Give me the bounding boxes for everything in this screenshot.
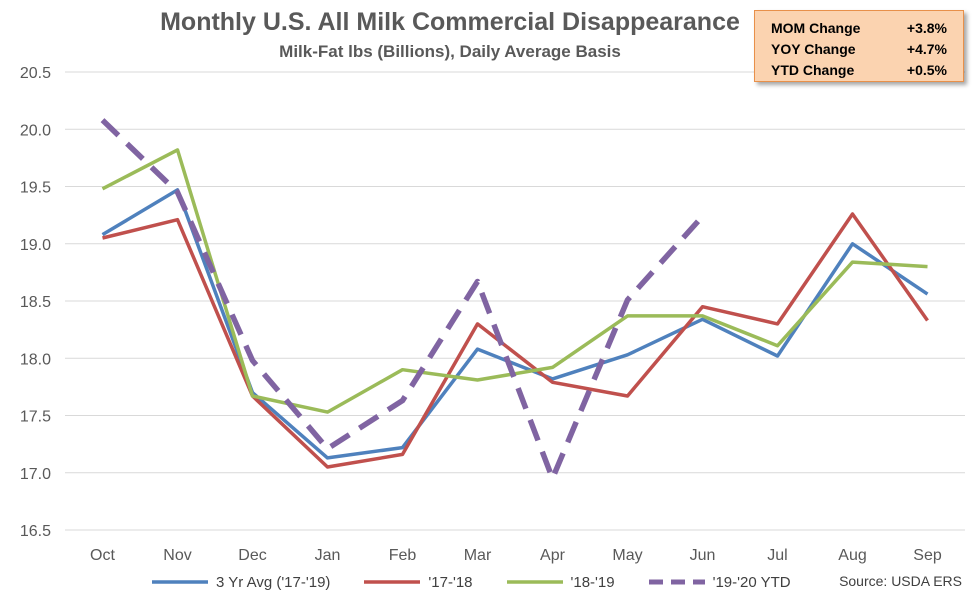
y-tick-label: 20.0 [20,122,51,139]
y-tick-label: 18.0 [20,351,51,368]
stat-value: +3.8% [906,20,947,36]
legend-label: '17-'18 [428,573,473,591]
stat-label: YOY Change [771,41,856,57]
stat-value: +4.7% [906,41,947,57]
stat-row-ytd: YTD Change +0.5% [771,60,947,81]
stat-row-yoy: YOY Change +4.7% [771,39,947,60]
chart-legend: 3 Yr Avg ('17-'19) '17-'18 '18-'19 '19-'… [150,571,823,593]
y-tick-label: 19.5 [20,180,51,197]
legend-item-17-18: '17-'18 [362,573,473,591]
y-tick-label: 18.5 [20,294,51,311]
stat-value: +0.5% [906,62,947,78]
legend-item-3yr-avg: 3 Yr Avg ('17-'19) [150,574,330,591]
stat-label: YTD Change [771,62,855,78]
x-tick-label: Apr [540,547,566,564]
legend-item-19-20-ytd: '19-'20 YTD [647,574,791,591]
x-tick-label: Jul [767,547,787,564]
x-tick-label: Nov [163,547,191,564]
x-tick-label: Oct [90,547,115,564]
x-axis-ticks: Oct Nov Dec Jan Feb Mar Apr May Jun Jul Aug Sep [90,547,942,564]
series-line-1 [102,212,929,469]
series-line-3 [100,118,705,482]
legend-label: '19-'20 YTD [712,573,791,591]
legend-swatch [364,580,421,584]
legend-item-18-19: '18-'19 [505,574,615,591]
change-stats-box: MOM Change +3.8% YOY Change +4.7% YTD Ch… [754,10,964,82]
x-tick-label: Mar [464,547,492,564]
x-tick-label: Sep [913,547,942,564]
legend-swatch [648,579,705,585]
chart-subtitle: Milk-Fat lbs (Billions), Daily Average B… [279,42,621,61]
x-tick-label: Aug [838,547,866,564]
y-tick-label: 17.5 [20,409,51,426]
x-tick-label: Jan [315,547,341,564]
gridlines [65,71,965,531]
y-tick-label: 17.0 [20,466,51,483]
legend-label: '18-'19 [570,573,615,591]
y-tick-label: 19.0 [20,237,51,254]
stat-label: MOM Change [771,20,861,36]
series-line-0 [101,188,929,460]
series-lines [100,118,929,482]
legend-label: 3 Yr Avg ('17-'19) [216,573,331,591]
y-tick-label: 16.5 [20,523,51,540]
y-axis-ticks: 20.5 20.0 19.5 19.0 18.5 18.0 17.5 17.0 16.5 [20,65,51,540]
chart-title: Monthly U.S. All Milk Commercial Disappe… [160,8,740,36]
x-tick-label: May [612,547,642,564]
legend-swatch [152,580,208,584]
source-note: Source: USDA ERS [839,573,962,589]
x-tick-label: Dec [238,547,266,564]
legend-swatch [506,580,563,584]
x-tick-label: Feb [389,547,417,564]
y-tick-label: 20.5 [20,65,51,82]
x-tick-label: Jun [690,547,716,564]
stat-row-mom: MOM Change +3.8% [771,18,947,39]
